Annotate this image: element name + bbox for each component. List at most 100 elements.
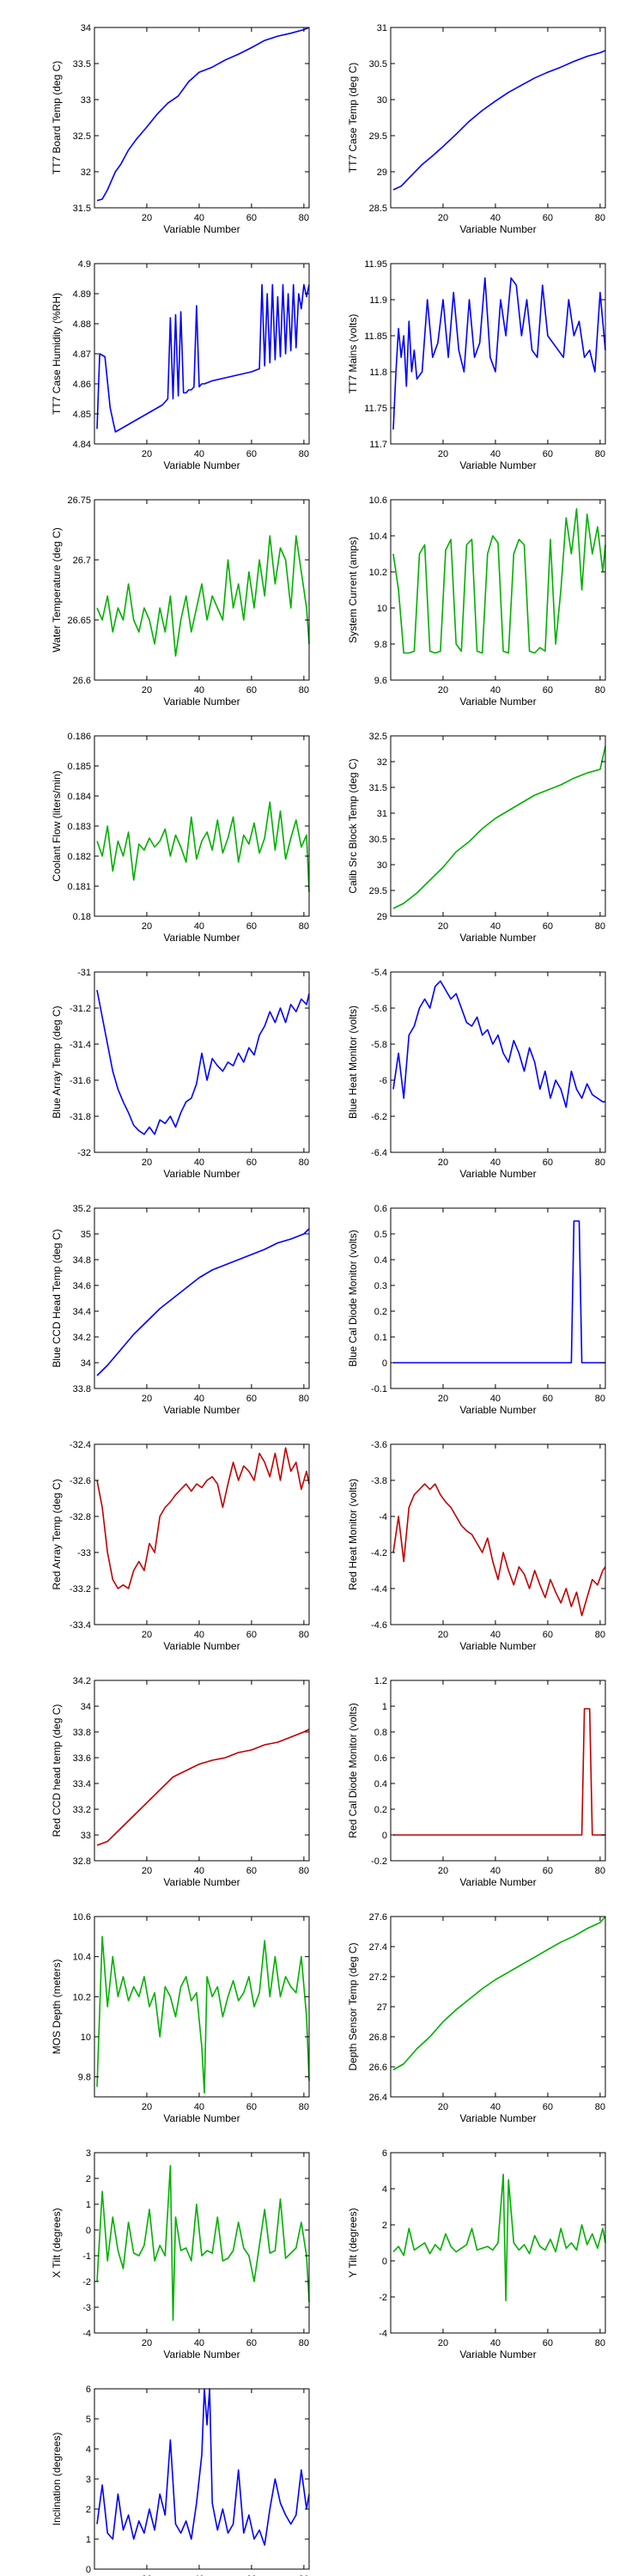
y-tick-label: 33.8 (73, 1728, 91, 1738)
chart-tt7-case-humidity: 20 40 60 80 4.84 4.85 4.86 4.87 4.88 4.89 4.9 Varia… (51, 259, 310, 471)
y-tick-label: 0 (86, 2226, 91, 2236)
series-line-coolant-flow (96, 801, 310, 893)
y-tick-label: -4.2 (371, 1548, 387, 1558)
y-tick-label: 0 (86, 2565, 91, 2575)
y-tick-label: -0.2 (371, 1856, 387, 1867)
y-tick-label: 4 (382, 2184, 387, 2195)
axes-frame (390, 499, 606, 681)
y-tick-label: 4.84 (73, 440, 91, 450)
series-line-blue-ccd-head-temp (96, 1228, 310, 1376)
y-tick-label: 30 (377, 860, 387, 871)
y-tick-label: 29 (377, 912, 387, 922)
y-tick-label: 1 (86, 2535, 91, 2545)
y-axis-title: Blue Heat Monitor (volts) (347, 1005, 359, 1119)
x-tick-label: 80 (595, 1866, 605, 1876)
y-axis-title: TT7 Board Temp (deg C) (51, 61, 63, 175)
chart-blue-ccd-head-temp: 20 40 60 80 33.8 34 34.2 34.4 34.6 34.8 35 35.2 Vari… (51, 1204, 310, 1416)
y-tick-label: -5.6 (371, 1004, 387, 1014)
chart-depth-sensor-temp: 20 40 60 80 26.4 26.6 26.8 27 27.2 27.4 27.6 Variab… (347, 1912, 606, 2124)
y-tick-label: 6 (86, 2385, 91, 2395)
series-line-depth-sensor-temp (392, 1916, 606, 2071)
chart-system-current: 20 40 60 80 9.6 9.8 10 10.2 10.4 10.6 Variable Num… (347, 495, 606, 708)
x-axis-title: Variable Number (163, 2112, 240, 2124)
chart-y-tilt: 20 40 60 80 -4 -2 0 2 4 6 Variable Number Y Tilt (d… (347, 2148, 606, 2360)
y-tick-label: 27 (377, 2002, 387, 2013)
axes-frame (94, 263, 310, 445)
x-axis-title: Variable Number (459, 223, 536, 235)
y-tick-label: 35 (81, 1230, 91, 1240)
axes-frame (390, 1443, 606, 1625)
x-tick-label: 40 (194, 1866, 204, 1876)
y-tick-label: -31.4 (70, 1040, 91, 1050)
y-tick-label: 34 (81, 23, 91, 33)
x-tick-label: 80 (595, 685, 605, 696)
chart-mos-depth: 20 40 60 80 9.8 10 10.2 10.4 10.6 Variable Number… (51, 1912, 310, 2124)
x-tick-label: 20 (438, 685, 448, 696)
x-tick-label: 40 (194, 1394, 204, 1404)
y-axis-title: Red Array Temp (deg C) (51, 1479, 63, 1589)
y-tick-label: -32.8 (70, 1512, 91, 1522)
y-axis-title: MOS Depth (meters) (51, 1959, 63, 2055)
x-tick-label: 60 (543, 2338, 553, 2348)
chart-blue-cal-diode-monitor: 20 40 60 80 -0.1 0 0.1 0.2 0.3 0.4 0.5 0.6 Variable … (347, 1204, 606, 1416)
x-axis-title: Variable Number (459, 1168, 536, 1180)
axes-frame (94, 735, 310, 917)
x-tick-label: 40 (490, 2102, 501, 2112)
y-tick-label: 26.75 (67, 495, 91, 506)
series-line-y-tilt (392, 2173, 606, 2301)
y-tick-label: 28.5 (369, 204, 387, 214)
x-axis-title: Variable Number (459, 932, 536, 944)
x-tick-label: 60 (543, 1630, 553, 1640)
y-tick-label: 29.5 (369, 131, 387, 142)
y-tick-label: 34.6 (73, 1281, 91, 1291)
y-tick-label: -3.8 (371, 1476, 387, 1486)
x-tick-label: 60 (543, 685, 553, 696)
y-tick-label: 6 (382, 2148, 387, 2159)
y-axis-title: Red Cal Diode Monitor (volts) (347, 1703, 359, 1838)
y-tick-label: -32.6 (70, 1476, 91, 1486)
y-tick-label: -31.8 (70, 1112, 91, 1122)
y-axis-title: Red CCD head temp (deg C) (51, 1704, 63, 1838)
x-tick-label: 20 (438, 2102, 448, 2112)
y-tick-label: 9.8 (374, 640, 387, 650)
y-tick-label: -5.8 (371, 1040, 387, 1050)
y-tick-label: -3 (82, 2303, 91, 2313)
x-tick-label: 80 (299, 1630, 309, 1640)
x-tick-label: 60 (246, 2574, 257, 2576)
x-tick-label: 80 (299, 2574, 309, 2576)
x-tick-label: 60 (246, 685, 257, 696)
x-axis-title: Variable Number (163, 2348, 240, 2360)
x-tick-label: 20 (142, 2102, 152, 2112)
y-tick-label: -33.2 (70, 1584, 91, 1595)
x-tick-label: 60 (543, 213, 553, 223)
x-tick-label: 80 (595, 2102, 605, 2112)
y-axis-title: Blue CCD Head Temp (deg C) (51, 1229, 63, 1367)
y-tick-label: -2 (379, 2293, 387, 2303)
chart-red-array-temp: 20 40 60 80 -33.4 -33.2 -33 -32.8 -32.6 -32.4 Vari… (51, 1440, 310, 1652)
chart-tt7-mains: 20 40 60 80 11.7 11.75 11.8 11.85 11.9 11.95 Varia… (347, 259, 606, 471)
y-tick-label: 34.4 (73, 1307, 91, 1317)
x-tick-label: 80 (595, 921, 605, 932)
y-tick-label: 33.8 (73, 1384, 91, 1394)
x-tick-label: 80 (299, 1394, 309, 1404)
axes-frame (390, 1916, 606, 2098)
x-tick-label: 20 (438, 921, 448, 932)
x-tick-label: 40 (490, 1866, 501, 1876)
series-line-blue-heat-monitor (392, 980, 605, 1109)
y-tick-label: -32 (77, 1148, 91, 1158)
x-tick-label: 40 (194, 1630, 204, 1640)
x-tick-label: 60 (543, 449, 553, 459)
y-tick-label: 10.6 (73, 1912, 91, 1923)
y-tick-label: 33 (81, 1831, 91, 1841)
y-tick-label: 4.85 (73, 410, 91, 420)
y-tick-label: 1.2 (374, 1676, 387, 1686)
x-tick-label: 60 (246, 1394, 257, 1404)
y-tick-label: 32 (81, 167, 91, 178)
y-tick-label: 27.4 (369, 1942, 387, 1953)
x-tick-label: 20 (438, 1866, 448, 1876)
x-axis-title: Variable Number (163, 1404, 240, 1416)
y-tick-label: 30.5 (369, 59, 387, 70)
y-tick-label: 33 (81, 95, 91, 106)
x-tick-label: 60 (543, 1157, 553, 1168)
x-axis-title: Variable Number (163, 932, 240, 944)
